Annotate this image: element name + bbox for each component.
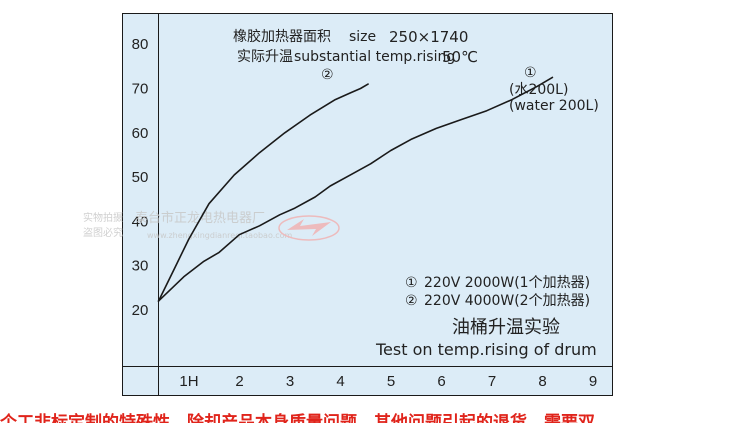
y-tick-label: 80 bbox=[132, 36, 149, 53]
x-tick-label: 6 bbox=[437, 373, 445, 390]
y-tick-labels: 20 30 40 50 60 70 80 bbox=[132, 36, 149, 319]
y-tick-label: 60 bbox=[132, 125, 149, 142]
y-tick-label: 50 bbox=[132, 169, 149, 186]
legend-text-1: 220V 2000W(1个加热器) bbox=[424, 275, 590, 291]
series-2-marker: ② bbox=[321, 67, 334, 83]
watermark-line-2: 盗图必究 bbox=[83, 226, 123, 239]
series-1-label-en: (water 200L) bbox=[509, 98, 599, 114]
series-lines bbox=[157, 76, 554, 302]
x-tick-label: 9 bbox=[589, 373, 597, 390]
footer-notice: 个工非标定制的特殊性，除却产品本身质量问题，其他问题引起的退货，需要双 bbox=[0, 413, 595, 423]
header-line2-value: 50℃ bbox=[442, 48, 478, 66]
y-tick-label: 40 bbox=[132, 213, 149, 230]
legend-marker-1: ① bbox=[405, 275, 418, 291]
plot-background bbox=[122, 13, 613, 396]
header-size-value: 250×1740 bbox=[389, 28, 468, 46]
header-annotation: 橡胶加热器面积 size 250×1740 实际升温 substantial t… bbox=[233, 28, 478, 66]
header-line2-en: substantial temp.rising bbox=[294, 49, 455, 65]
x-tick-label: 7 bbox=[488, 373, 496, 390]
series-line-1 bbox=[157, 76, 554, 302]
y-tick-label: 30 bbox=[132, 258, 149, 275]
chart-title-en: Test on temp.rising of drum bbox=[375, 340, 597, 359]
x-tick-label: 4 bbox=[336, 373, 344, 390]
watermark-url: www.zhengxingdianreqi.taobao.com bbox=[147, 231, 293, 240]
x-tick-label: 1H bbox=[179, 373, 198, 390]
series-1-label-cn: (水200L) bbox=[509, 82, 568, 98]
x-tick-label: 8 bbox=[538, 373, 546, 390]
header-line2-cn: 实际升温 bbox=[237, 49, 293, 65]
legend-marker-2: ② bbox=[405, 293, 418, 309]
legend-text-2: 220V 4000W(2个加热器) bbox=[424, 293, 590, 309]
y-tick-label: 20 bbox=[132, 302, 149, 319]
x-tick-labels: 1H 2 3 4 5 6 7 8 9 bbox=[179, 373, 597, 390]
x-tick-label: 5 bbox=[387, 373, 395, 390]
y-tick-label: 70 bbox=[132, 81, 149, 98]
series-line-2 bbox=[157, 83, 369, 302]
header-size-label: size bbox=[349, 29, 376, 45]
watermark-line-1: 实物拍摄 bbox=[83, 211, 123, 224]
x-tick-label: 3 bbox=[286, 373, 294, 390]
x-tick-label: 2 bbox=[235, 373, 243, 390]
chart-title: 油桶升温实验 bbox=[452, 317, 560, 338]
series-1-marker: ① bbox=[524, 65, 537, 81]
header-line1-cn: 橡胶加热器面积 bbox=[233, 28, 331, 45]
watermark-logo-icon bbox=[278, 215, 340, 241]
legend: ① 220V 2000W(1个加热器) ② 220V 4000W(2个加热器) bbox=[405, 275, 590, 309]
